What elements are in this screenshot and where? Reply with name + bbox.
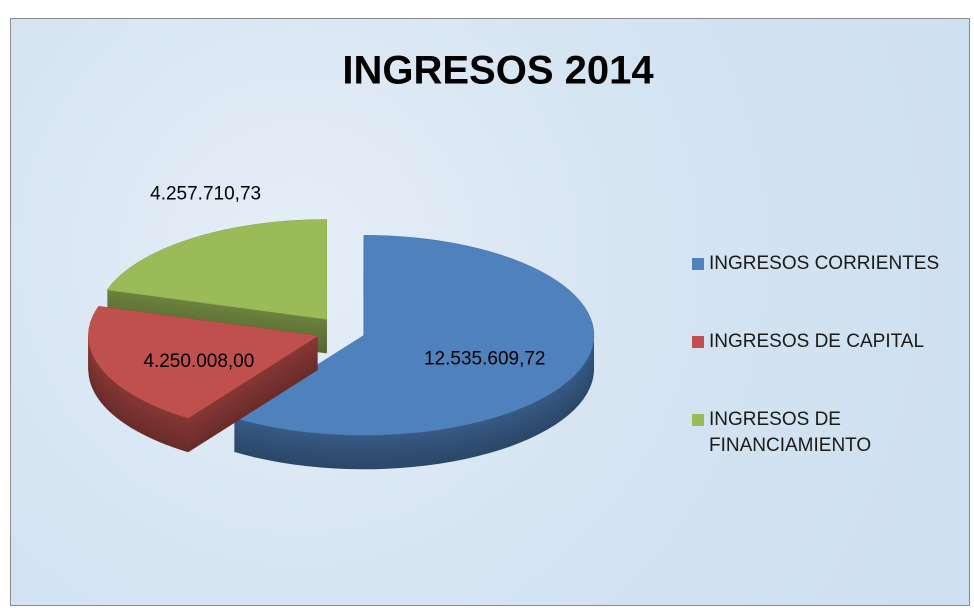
- slice: [106, 219, 328, 320]
- chart-frame: INGRESOS 2014 12.535.609,72 4.250.008,00 4…: [10, 18, 970, 606]
- legend-swatch: [692, 336, 704, 348]
- chart-title: INGRESOS 2014: [342, 49, 654, 93]
- legend-label: INGRESOS CORRIENTES: [709, 253, 940, 274]
- data-label: 12.535.609,72: [424, 349, 546, 370]
- data-label: 4.257.710,73: [150, 183, 261, 204]
- chart: INGRESOS 2014 12.535.609,72 4.250.008,00 4…: [88, 49, 654, 470]
- slice: [233, 235, 595, 436]
- legend-swatch: [692, 258, 704, 270]
- data-label: 4.250.008,00: [143, 351, 254, 372]
- slice: [88, 305, 320, 419]
- legend-swatch: [692, 414, 704, 426]
- legend-label: INGRESOS DE FINANCIAMIENTO: [709, 409, 872, 456]
- legend-label: INGRESOS DE CAPITAL: [709, 331, 925, 352]
